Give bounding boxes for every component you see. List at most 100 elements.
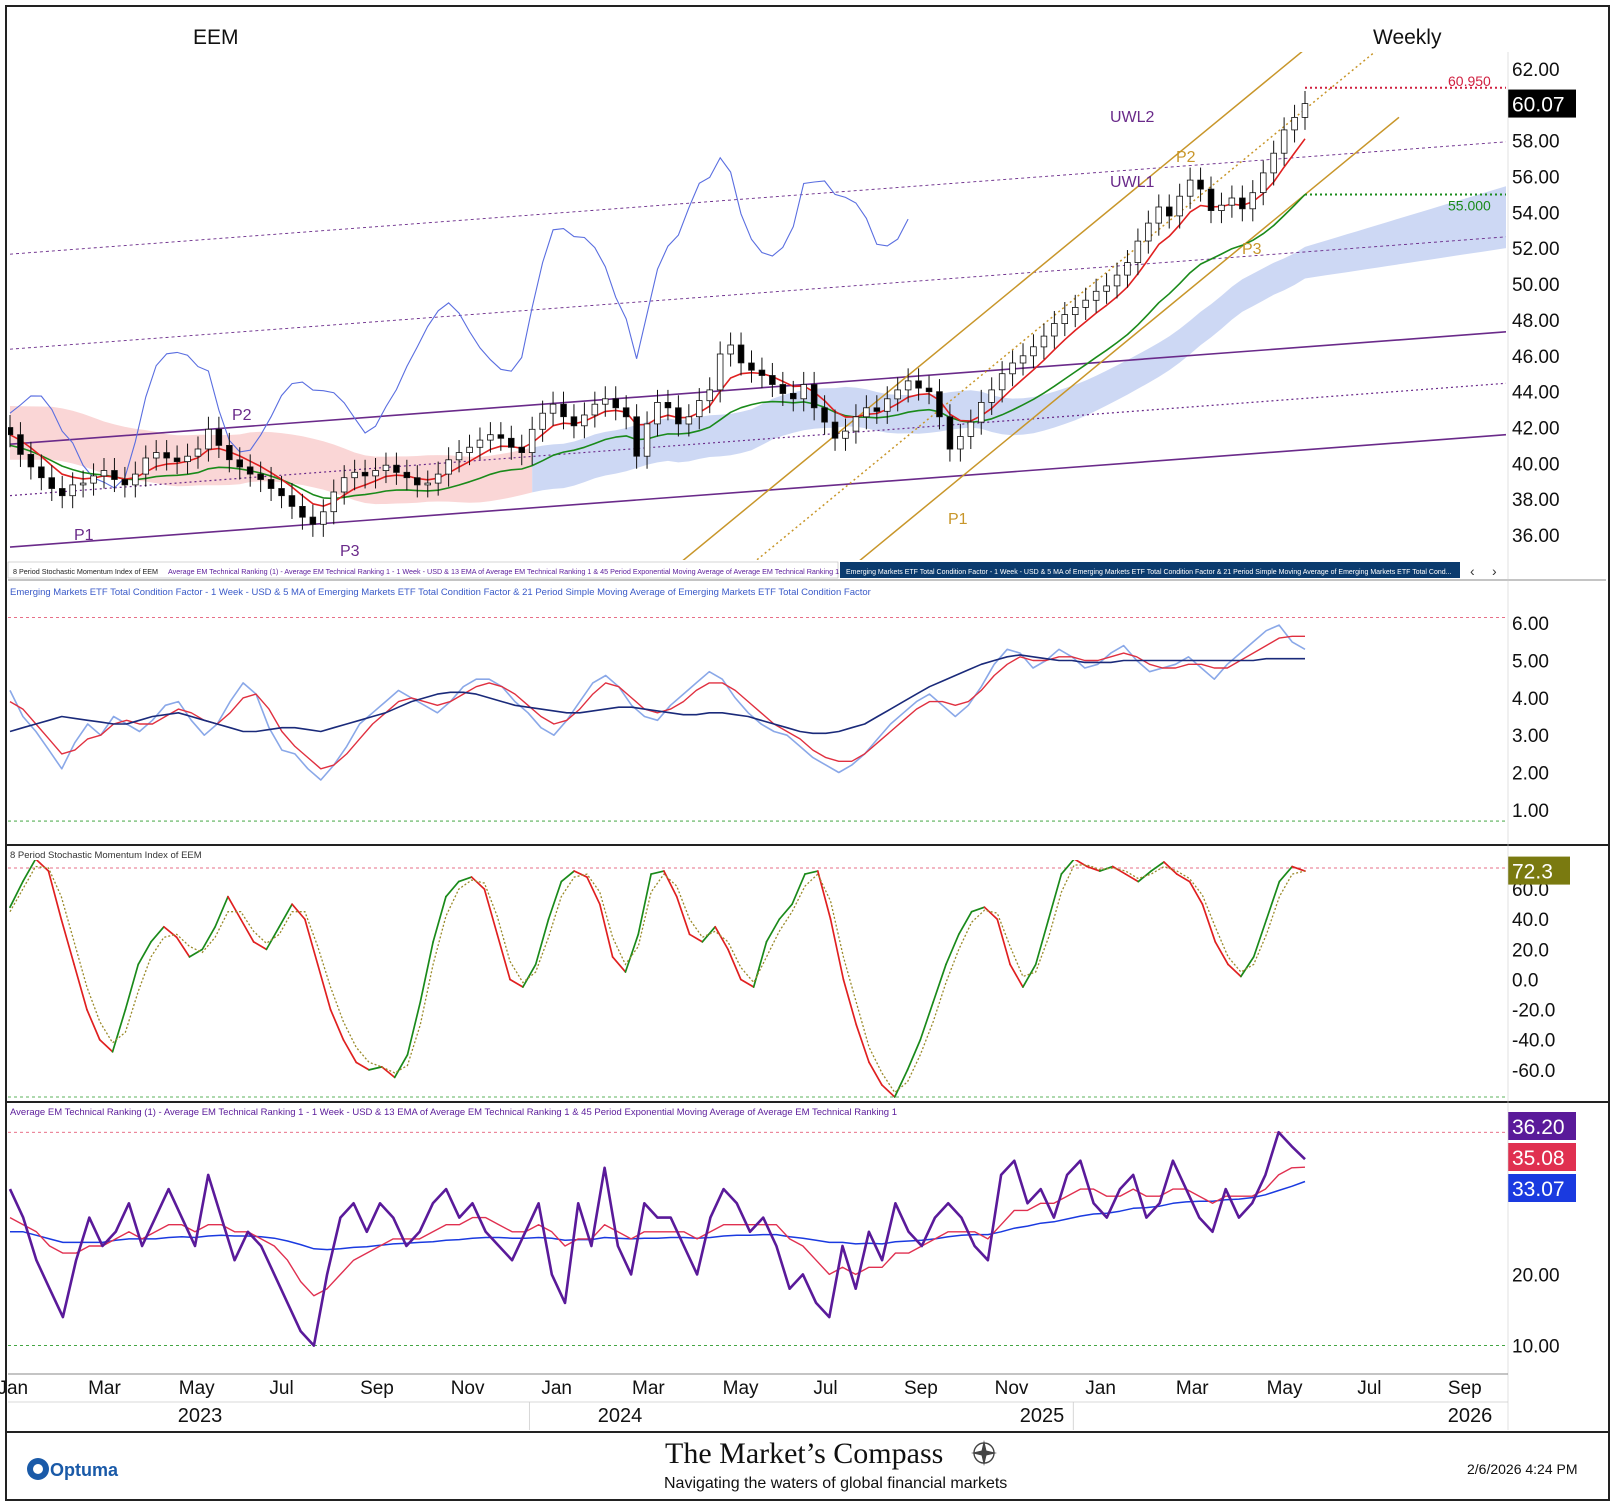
candle <box>800 384 808 400</box>
candle <box>1072 306 1079 315</box>
candle <box>1103 285 1110 292</box>
candle <box>361 471 369 477</box>
smi-segment <box>1009 963 1024 988</box>
tab-tcf-active[interactable] <box>840 562 1460 578</box>
rank-last-tag <box>1508 1112 1576 1140</box>
tcf-tick: 3.00 <box>1512 726 1549 747</box>
tcf-pane: Emerging Markets ETF Total Condition Fac… <box>8 587 1549 822</box>
smi-tick: 20.0 <box>1512 940 1549 961</box>
smi-segment <box>906 1038 922 1071</box>
candle <box>946 416 954 450</box>
smi-pane: 8 Period Stochastic Momentum Index of EE… <box>8 850 1570 1098</box>
smi-tick: -40.0 <box>1512 1031 1555 1052</box>
rank-last-value: 33.07 <box>1512 1178 1565 1201</box>
rank-plot-area <box>8 1130 1506 1347</box>
month-tick: Mar <box>88 1378 121 1399</box>
candle <box>278 488 285 497</box>
candle <box>340 477 348 493</box>
candle <box>654 401 661 425</box>
smi-segment <box>1175 873 1191 883</box>
smi-segment <box>21 860 37 883</box>
candle <box>602 398 609 405</box>
smi-segment <box>1252 918 1268 958</box>
candle <box>257 473 264 480</box>
tcf-tick: 5.00 <box>1512 652 1549 673</box>
pivot-label: P3 <box>1242 241 1262 258</box>
smi-segment <box>1022 963 1037 988</box>
smi-segment <box>598 903 614 958</box>
timeframe-label: Weekly <box>1373 26 1442 49</box>
candle <box>539 412 546 430</box>
smi-segment <box>970 906 986 913</box>
smi-segment <box>816 870 832 921</box>
candle <box>403 471 411 479</box>
month-tick: May <box>1267 1378 1303 1399</box>
candle <box>549 403 557 414</box>
candle <box>1166 206 1173 217</box>
tcf-title: Emerging Markets ETF Total Condition Fac… <box>10 587 871 598</box>
candle <box>758 369 766 376</box>
pitchfork-lower <box>9 433 1506 548</box>
smi-segment <box>406 1001 422 1056</box>
candle <box>884 398 891 412</box>
candle <box>664 401 672 409</box>
smi-plot-area <box>8 860 1506 1098</box>
candle <box>173 457 181 462</box>
candle <box>38 466 45 479</box>
candle <box>1176 195 1183 217</box>
gold-pitchfork-lower <box>859 116 1400 560</box>
rank-last-tag <box>1508 1143 1576 1171</box>
tab-ranking[interactable]: Average EM Technical Ranking (1) - Avera… <box>168 567 839 576</box>
pitchfork-uwl1 <box>9 236 1506 350</box>
smi-segment <box>355 1061 370 1071</box>
smi-tick: 0.0 <box>1512 970 1538 991</box>
month-tick: Jan <box>541 1378 572 1399</box>
candle <box>69 484 76 497</box>
candle <box>716 353 724 391</box>
smi-segment <box>919 1001 935 1041</box>
candle <box>696 400 703 418</box>
rank-last-tag <box>1508 1174 1576 1202</box>
smi-segment <box>932 963 947 1003</box>
candle <box>309 516 317 525</box>
month-tick: Jul <box>269 1378 293 1399</box>
tab-scroll-right-icon[interactable]: › <box>1492 563 1497 579</box>
candle <box>706 389 714 402</box>
candle <box>142 457 149 475</box>
smi-segment <box>727 948 742 981</box>
smi-segment <box>611 956 627 973</box>
smi-segment <box>804 870 819 875</box>
candle <box>27 453 35 468</box>
candle <box>1155 206 1163 224</box>
optuma-logo-icon <box>27 1458 49 1480</box>
month-tick: Mar <box>1176 1378 1209 1399</box>
pitchfork-upper <box>9 331 1506 446</box>
month-tick: May <box>723 1378 759 1399</box>
tab-tcf[interactable]: Emerging Markets ETF Total Condition Fac… <box>846 569 1452 576</box>
smi-segment <box>35 860 50 872</box>
month-tick: May <box>179 1378 215 1399</box>
candle <box>936 391 943 418</box>
tab-smi[interactable]: 8 Period Stochastic Momentum Index of EE… <box>13 567 158 576</box>
smi-title: 8 Period Stochastic Momentum Index of EE… <box>10 850 202 861</box>
candle <box>748 362 755 371</box>
candle <box>518 446 526 454</box>
support-level-label: 55.000 <box>1448 197 1491 213</box>
tab-scroll-left-icon[interactable]: ‹ <box>1470 563 1475 579</box>
smi-segment <box>1188 880 1204 906</box>
candle <box>675 407 682 425</box>
x-axis: Jan Mar May Jul Sep Nov Jan Mar May Jul Sep Nov Jan M… <box>0 1373 1508 1430</box>
smi-segment <box>957 910 973 936</box>
candle <box>351 471 358 479</box>
pivot-label: P2 <box>232 407 252 424</box>
candle <box>915 380 922 389</box>
smi-segment <box>534 918 550 966</box>
smi-segment <box>547 880 563 921</box>
smi-segment <box>637 873 652 936</box>
candle <box>393 464 400 473</box>
price-tick: 50.00 <box>1512 275 1560 296</box>
candle <box>1092 290 1100 301</box>
month-tick: Sep <box>1448 1378 1482 1399</box>
candle <box>1134 240 1142 264</box>
smi-segment <box>663 870 678 898</box>
